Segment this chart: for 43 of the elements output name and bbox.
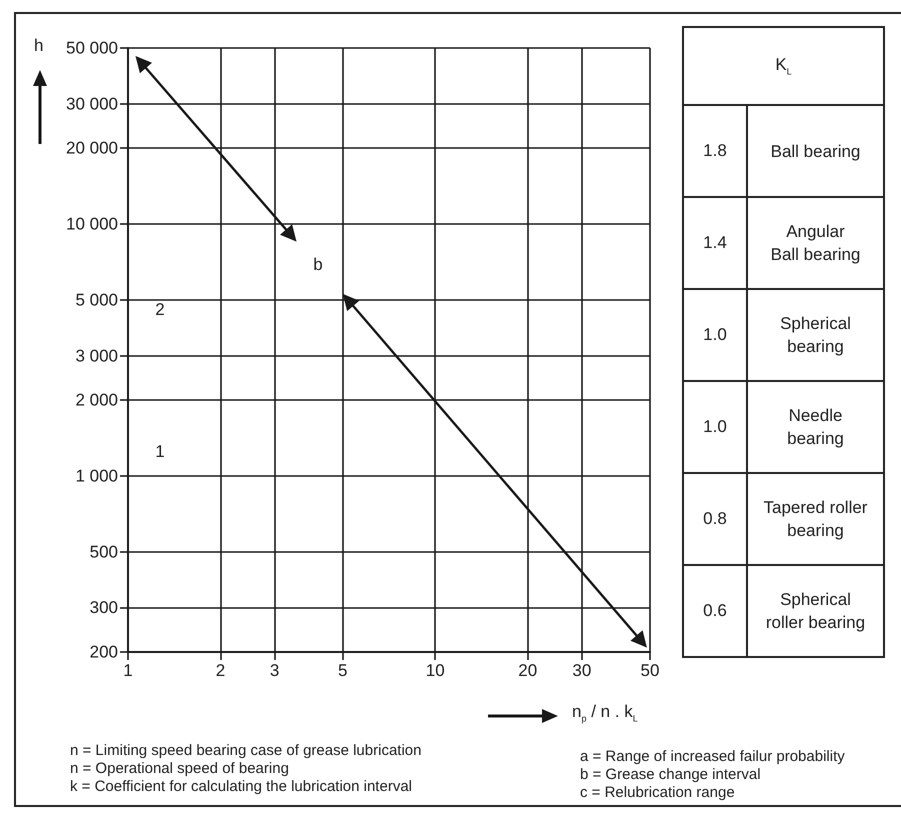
y-tick-label: 50 000 (66, 38, 118, 58)
category-label: Needle bearing (747, 381, 884, 473)
text: b = Grease change interval (580, 766, 761, 784)
y-axis-title: h (34, 36, 44, 56)
data-label: 0.6 (683, 565, 747, 657)
y-tick-label: 300 (90, 598, 118, 618)
y-tick-label: 30 000 (66, 94, 118, 114)
annotation: 1 (155, 442, 165, 462)
y-tick-label: 10 000 (66, 214, 118, 234)
x-tick-label: 10 (426, 661, 445, 680)
data-label: 1.0 (683, 381, 747, 473)
annotation: b (313, 255, 323, 275)
text: n = Operational speed of bearing (70, 760, 289, 778)
y-tick-label: 5 000 (75, 290, 118, 310)
text: k = Coefficient for calculating the lubrication interval (70, 778, 412, 796)
category-label: Spherical roller bearing (747, 565, 884, 657)
y-tick-label: 1 000 (75, 466, 118, 486)
data-label: 1.8 (683, 105, 747, 197)
text: a = Range of increased failur probability (580, 748, 845, 766)
text: c = Relubrication range (580, 784, 735, 802)
y-tick-label: 500 (90, 542, 118, 562)
category-label: Spherical bearing (747, 289, 884, 381)
x-tick-label: 5 (338, 661, 348, 680)
x-axis-title: n$_{p}$ / n . k$_{L}$ (572, 702, 638, 726)
x-tick-label: 2 (216, 661, 226, 680)
category-label: Angular Ball bearing (747, 197, 884, 289)
data-label: 1.0 (683, 289, 747, 381)
category-label: Ball bearing (747, 105, 884, 197)
x-tick-label: 20 (518, 661, 538, 680)
y-tick-label: 2 000 (75, 390, 118, 410)
category-label: Tapered roller bearing (747, 473, 884, 565)
annotation: 2 (155, 300, 165, 320)
data-label: 1.4 (683, 197, 747, 289)
x-tick-label: 30 (572, 661, 592, 680)
x-tick-label: 3 (270, 661, 280, 680)
text: K$_{L}$ (683, 27, 884, 105)
x-tick-label: 1 (123, 661, 133, 680)
y-tick-label: 20 000 (66, 138, 118, 158)
x-tick-label: 50 (640, 661, 660, 680)
data-label: 0.8 (683, 473, 747, 565)
y-tick-label: 3 000 (75, 346, 118, 366)
y-tick-label: 200 (90, 642, 118, 662)
text: n = Limiting speed bearing case of grease lubrication (70, 742, 422, 760)
